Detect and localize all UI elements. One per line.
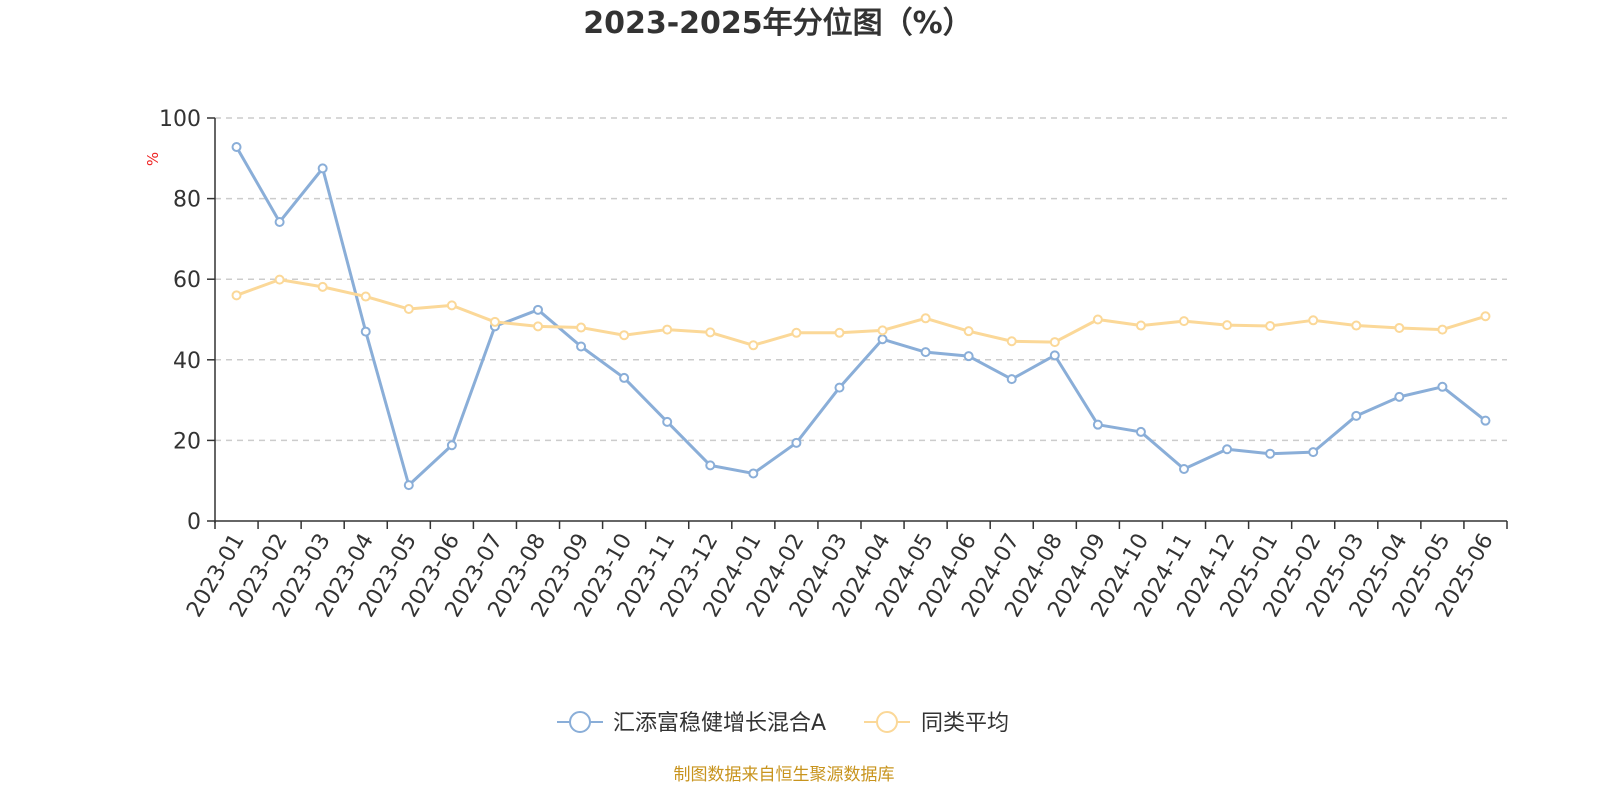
series-2-point <box>1179 316 1189 327</box>
series-2-point <box>576 322 587 333</box>
series-1-point <box>1308 447 1319 458</box>
series-1-point <box>533 304 543 315</box>
legend-marker-2[interactable] <box>876 711 898 733</box>
series-1-point <box>317 163 328 174</box>
series-1-point <box>1351 410 1362 421</box>
series-2-point <box>619 330 630 341</box>
series-1-point <box>834 382 845 393</box>
y-axis-label: % <box>144 152 162 166</box>
series-2-point <box>446 300 457 311</box>
series-2-point <box>403 304 414 315</box>
series-2-point <box>748 340 759 351</box>
y-tick-label: 0 <box>187 510 201 535</box>
series-1-point <box>1049 350 1060 361</box>
series-2-point <box>834 327 845 338</box>
series-2-point <box>274 274 285 285</box>
series-1-point <box>1394 391 1405 402</box>
series-2-point <box>791 327 802 338</box>
series-1-point <box>1480 415 1491 426</box>
y-tick-label: 20 <box>173 429 201 454</box>
series-2-point <box>489 316 500 327</box>
series-1-point <box>1265 448 1276 459</box>
series-2-point <box>1394 322 1405 333</box>
series-2-point <box>1437 324 1448 335</box>
series-2-point <box>1049 337 1060 348</box>
series-1-point <box>1179 464 1189 475</box>
series-1-point <box>1437 381 1448 392</box>
y-tick-label: 60 <box>173 268 201 293</box>
series-1-point <box>360 326 371 337</box>
legend-label-1[interactable]: 汇添富稳健增长混合A <box>613 711 826 736</box>
series-line-1 <box>235 146 1487 487</box>
series-1-point <box>662 416 673 427</box>
series-1-point <box>920 347 931 358</box>
series-2-point <box>920 313 931 324</box>
series-2-point <box>1092 314 1103 325</box>
series-2-point <box>662 324 673 335</box>
source-note: 制图数据来自恒生聚源数据库 <box>674 765 895 785</box>
series-1-point <box>1006 374 1017 385</box>
series-2-point <box>360 291 371 302</box>
series-2-point <box>963 326 974 337</box>
y-tick-label: 40 <box>173 349 201 374</box>
legend-marker-1[interactable] <box>569 711 591 733</box>
series-2-point <box>533 321 543 332</box>
series-2-point <box>1006 336 1017 347</box>
series-1-point <box>576 341 587 352</box>
series-2-point <box>1222 320 1233 331</box>
series-1-point <box>1135 426 1146 437</box>
series-1-point <box>403 480 414 491</box>
series-2-point <box>231 290 242 301</box>
legend-label-2[interactable]: 同类平均 <box>921 711 1009 736</box>
series-2-point <box>1351 320 1362 331</box>
series-2-point <box>1308 315 1319 326</box>
series-2-point <box>1135 320 1146 331</box>
series-2-point <box>1265 320 1276 331</box>
y-tick-label: 80 <box>173 188 201 213</box>
series-1-point <box>274 216 285 227</box>
y-tick-label: 100 <box>159 107 201 132</box>
series-1-point <box>963 351 974 362</box>
series-1-point <box>705 460 716 471</box>
chart-title: 2023-2025年分位图（%） <box>583 6 973 41</box>
series-1-point <box>231 142 242 153</box>
series-1-point <box>877 334 888 345</box>
series-1-point <box>446 440 457 451</box>
series-2-point <box>1480 311 1491 322</box>
series-2-point <box>317 281 328 292</box>
series-2-point <box>705 327 716 338</box>
series-1-point <box>1092 419 1103 430</box>
series-1-point <box>791 437 802 448</box>
series-line-2 <box>236 278 1486 347</box>
series-1-point <box>748 468 759 479</box>
series-1-point <box>1222 444 1233 455</box>
series-2-point <box>877 325 888 336</box>
series-1-point <box>619 372 630 383</box>
